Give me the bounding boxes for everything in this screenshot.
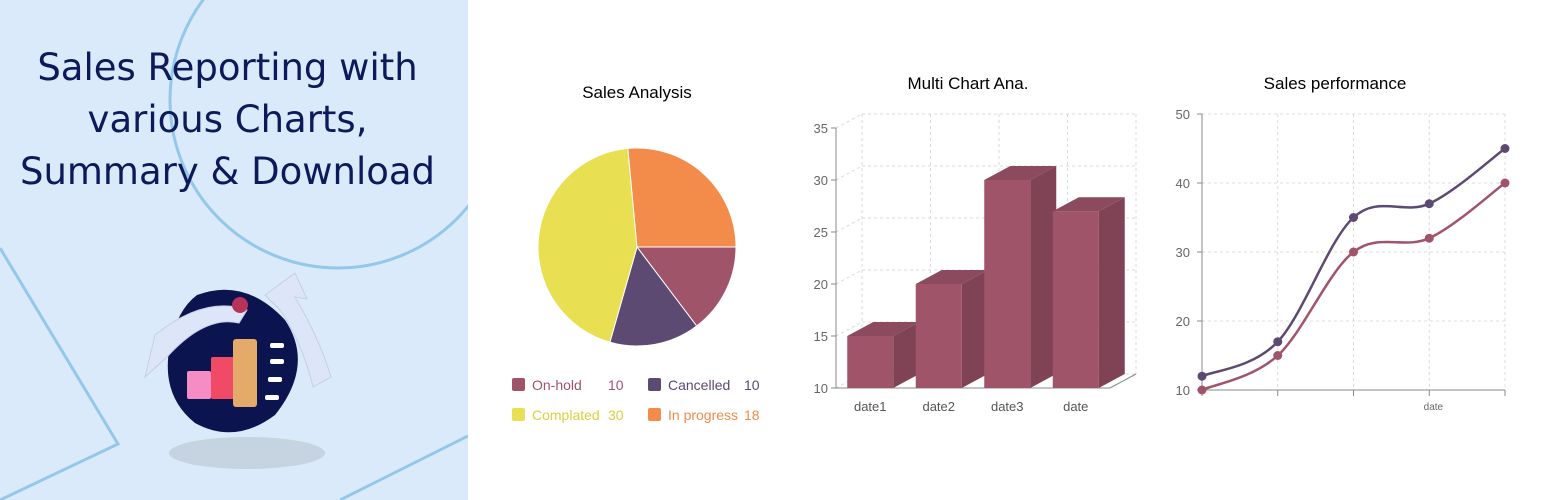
bar-top bbox=[915, 270, 988, 284]
pie-slice bbox=[627, 147, 737, 248]
series-point bbox=[1500, 144, 1510, 153]
bar-front bbox=[847, 336, 894, 388]
bar-side bbox=[1030, 166, 1057, 388]
series-point bbox=[1349, 247, 1358, 257]
x-axis-depth bbox=[1109, 373, 1137, 389]
legend-label: Cancelled bbox=[668, 377, 731, 393]
series-point bbox=[1273, 337, 1283, 347]
hero-title: Sales Reporting with various Charts, Sum… bbox=[0, 42, 455, 198]
hero-title-line: Summary & Download bbox=[19, 150, 436, 193]
series-point bbox=[1500, 178, 1510, 188]
pie-slice bbox=[609, 245, 698, 347]
y-tick-label: 20 bbox=[814, 277, 828, 292]
bar-front bbox=[1052, 211, 1099, 388]
pie-slice bbox=[537, 147, 638, 343]
x-tick-label: date1 bbox=[854, 399, 887, 414]
hero-decoration bbox=[0, 0, 468, 500]
bar-front bbox=[915, 284, 962, 388]
y-tick-label: 20 bbox=[1176, 314, 1190, 329]
legend-value: 10 bbox=[608, 377, 624, 393]
bar-front bbox=[984, 180, 1031, 388]
x-tick-label: date3 bbox=[991, 399, 1024, 414]
series-point bbox=[1349, 213, 1358, 222]
bar-chart: 10 15 20 25 30 35 date1 date2 date3 date bbox=[814, 113, 1137, 414]
sales-report-icon bbox=[144, 272, 332, 469]
y-tick-label: 10 bbox=[814, 381, 828, 396]
x-tick-label: date2 bbox=[922, 399, 955, 414]
legend-label: On-hold bbox=[532, 377, 582, 393]
bar-side bbox=[1098, 197, 1125, 388]
series-point bbox=[1424, 233, 1434, 243]
y-tick-label: 35 bbox=[814, 121, 828, 136]
series-point bbox=[1424, 199, 1434, 209]
y-tick-label: 50 bbox=[1176, 107, 1190, 122]
legend-label: In progress bbox=[668, 407, 739, 423]
y-tick-label: 15 bbox=[814, 329, 828, 344]
line-chart-title: Sales performance bbox=[1263, 74, 1407, 93]
legend-swatch bbox=[512, 408, 525, 421]
bar-side bbox=[893, 322, 920, 388]
grid-line bbox=[835, 217, 863, 233]
bar-top bbox=[847, 322, 920, 336]
legend-swatch bbox=[648, 378, 661, 391]
legend-value: 30 bbox=[608, 407, 624, 423]
bar-side bbox=[961, 270, 988, 388]
pie-slice bbox=[635, 246, 737, 327]
line-chart: 10 20 30 40 50 date bbox=[1176, 107, 1510, 413]
hero-title-line: Sales Reporting with bbox=[37, 46, 418, 89]
y-tick-label: 30 bbox=[814, 173, 828, 188]
bar-top bbox=[984, 166, 1057, 180]
pie-chart-title: Sales Analysis bbox=[582, 83, 692, 102]
grid-line bbox=[835, 269, 863, 285]
bar-chart-title: Multi Chart Ana. bbox=[907, 74, 1029, 93]
bar-top bbox=[1052, 197, 1125, 212]
x-axis-label: date bbox=[1424, 402, 1444, 413]
series-point bbox=[1273, 351, 1283, 360]
legend-value: 10 bbox=[744, 377, 760, 393]
y-tick-label: 40 bbox=[1176, 176, 1190, 191]
legend-swatch bbox=[512, 378, 525, 391]
y-tick-label: 10 bbox=[1176, 383, 1190, 398]
y-tick-label: 25 bbox=[814, 225, 828, 240]
legend-swatch bbox=[648, 408, 661, 421]
grid-line bbox=[835, 113, 863, 129]
series-point bbox=[1197, 385, 1207, 395]
legend-label: Complated bbox=[532, 407, 600, 423]
x-tick-label: date bbox=[1063, 399, 1088, 414]
grid-line bbox=[835, 165, 863, 181]
legend-value: 18 bbox=[744, 407, 760, 423]
pie-chart bbox=[537, 147, 737, 347]
y-tick-label: 30 bbox=[1176, 245, 1190, 260]
series-point bbox=[1197, 371, 1207, 381]
hero-title-line: various Charts, bbox=[87, 98, 368, 141]
hero-panel: Sales Reporting with various Charts, Sum… bbox=[0, 0, 468, 500]
grid-line bbox=[835, 321, 863, 337]
